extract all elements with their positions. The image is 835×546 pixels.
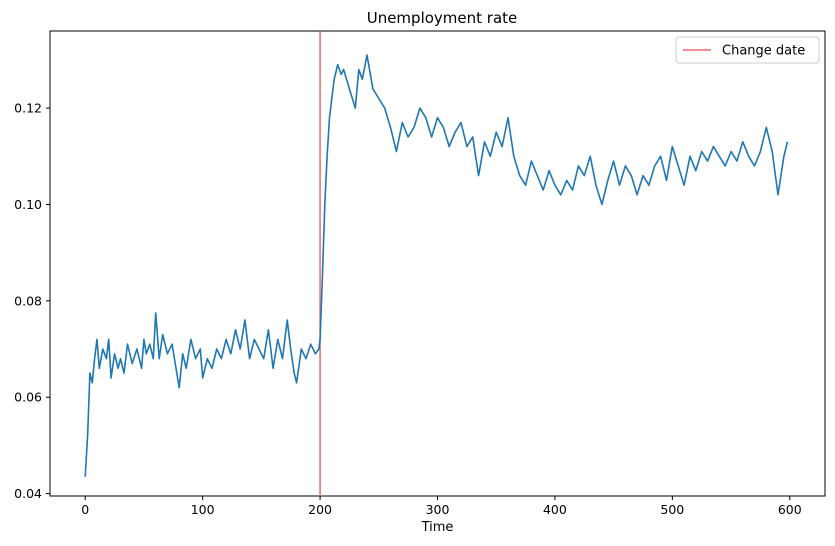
legend: Change date — [675, 36, 820, 64]
chart-title: Unemployment rate — [367, 9, 518, 27]
plot-area — [49, 30, 826, 497]
x-tick-label: 400 — [543, 502, 567, 517]
legend-label-change-date: Change date — [722, 44, 805, 59]
x-tick-label: 500 — [660, 502, 684, 517]
x-tick-label: 0 — [81, 502, 89, 517]
x-tick-label: 200 — [308, 502, 332, 517]
x-tick-label: 600 — [778, 502, 802, 517]
legend-box — [675, 36, 820, 64]
y-tick-label: 0.04 — [14, 486, 42, 501]
x-tick-label: 300 — [426, 502, 450, 517]
y-tick-label: 0.12 — [14, 101, 42, 116]
x-tick-label: 100 — [191, 502, 215, 517]
y-tick-label: 0.10 — [14, 197, 42, 212]
y-tick-label: 0.06 — [14, 390, 42, 405]
x-axis-ticks: 0 100 200 300 400 500 600 — [81, 496, 802, 517]
series-line — [84, 54, 789, 477]
y-tick-label: 0.08 — [14, 293, 42, 308]
x-axis-label: Time — [421, 520, 454, 535]
y-axis-ticks: 0.04 0.06 0.08 0.10 0.12 — [14, 101, 50, 501]
series-layer — [84, 54, 789, 477]
